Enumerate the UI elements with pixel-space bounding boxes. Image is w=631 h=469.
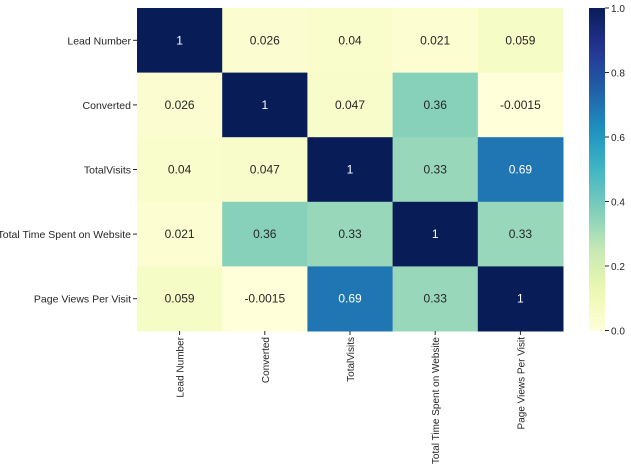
cell-annotation: -0.0015 bbox=[244, 292, 285, 306]
cell-annotation: 0.021 bbox=[165, 227, 195, 241]
cell-annotation: 0.69 bbox=[509, 163, 533, 177]
x-tick-label: TotalVisits bbox=[346, 337, 357, 382]
cell-annotation: 0.33 bbox=[509, 227, 533, 241]
heatmap-cell bbox=[137, 72, 223, 138]
heatmap-cell bbox=[392, 201, 479, 267]
cell-annotation: 0.04 bbox=[338, 33, 362, 47]
cell-annotation: 1 bbox=[432, 227, 439, 241]
heatmap-cell bbox=[392, 8, 479, 74]
cell-annotation: 1 bbox=[176, 33, 183, 47]
cell-annotation: 0.33 bbox=[338, 227, 362, 241]
heatmap-cell bbox=[137, 8, 223, 74]
cell-annotation: 0.36 bbox=[253, 227, 277, 241]
colorbar-tick-label: 0.2 bbox=[611, 262, 625, 273]
heatmap-cell bbox=[137, 266, 223, 332]
cell-annotation: 0.059 bbox=[165, 292, 195, 306]
heatmap-cell bbox=[222, 72, 308, 138]
x-tick-label: Total Time Spent on Website bbox=[431, 337, 442, 465]
colorbar-tick-label: 0.8 bbox=[611, 69, 625, 80]
x-tick-label: Converted bbox=[261, 337, 272, 383]
heatmap-cell bbox=[137, 201, 223, 267]
cell-annotation: 1 bbox=[261, 98, 268, 112]
heatmap-cell bbox=[477, 266, 564, 332]
heatmap-cell bbox=[222, 266, 308, 332]
heatmap-cell bbox=[307, 201, 394, 267]
cell-annotation: 1 bbox=[347, 163, 354, 177]
heatmap-cell bbox=[137, 137, 223, 203]
cell-annotation: 1 bbox=[517, 292, 524, 306]
x-tick-label: Lead Number bbox=[176, 336, 187, 397]
cell-annotation: 0.026 bbox=[250, 33, 280, 47]
cell-annotation: 0.026 bbox=[165, 98, 195, 112]
y-tick-label: TotalVisits bbox=[84, 165, 131, 177]
y-tick-label: Converted bbox=[83, 100, 132, 112]
heatmap-cell bbox=[477, 137, 564, 203]
heatmap-cell bbox=[222, 137, 308, 203]
x-tick-label: Page Views Per Visit bbox=[516, 337, 527, 430]
heatmap-cell bbox=[307, 137, 394, 203]
heatmap-cell bbox=[307, 72, 394, 138]
heatmap-cell bbox=[477, 201, 564, 267]
colorbar-tick-label: 0.4 bbox=[611, 198, 625, 209]
cell-annotation: 0.33 bbox=[424, 292, 448, 306]
colorbar bbox=[589, 8, 605, 331]
colorbar-tick-label: 1.0 bbox=[611, 4, 625, 15]
heatmap-cell bbox=[307, 8, 394, 74]
cell-annotation: 0.047 bbox=[335, 98, 365, 112]
cell-annotation: -0.0015 bbox=[500, 98, 541, 112]
colorbar-tick-label: 0.6 bbox=[611, 133, 625, 144]
heatmap-cell bbox=[222, 201, 308, 267]
heatmap-cell bbox=[392, 72, 479, 138]
y-tick-label: Page Views Per Visit bbox=[34, 294, 131, 306]
y-tick-label: Lead Number bbox=[67, 35, 131, 47]
cell-annotation: 0.047 bbox=[250, 163, 280, 177]
heatmap-cell bbox=[392, 137, 479, 203]
colorbar-tick-label: 0.0 bbox=[611, 327, 625, 338]
heatmap-cell bbox=[477, 72, 564, 138]
cell-annotation: 0.04 bbox=[168, 163, 192, 177]
heatmap-cell bbox=[222, 8, 308, 74]
cell-annotation: 0.33 bbox=[424, 163, 448, 177]
heatmap-cell bbox=[307, 266, 394, 332]
cell-annotation: 0.021 bbox=[420, 33, 450, 47]
heatmap-cell bbox=[392, 266, 479, 332]
y-tick-label: Total Time Spent on Website bbox=[0, 229, 131, 241]
heatmap-cell bbox=[477, 8, 564, 74]
cell-annotation: 0.059 bbox=[505, 33, 535, 47]
cell-annotation: 0.36 bbox=[424, 98, 448, 112]
cell-annotation: 0.69 bbox=[338, 292, 362, 306]
